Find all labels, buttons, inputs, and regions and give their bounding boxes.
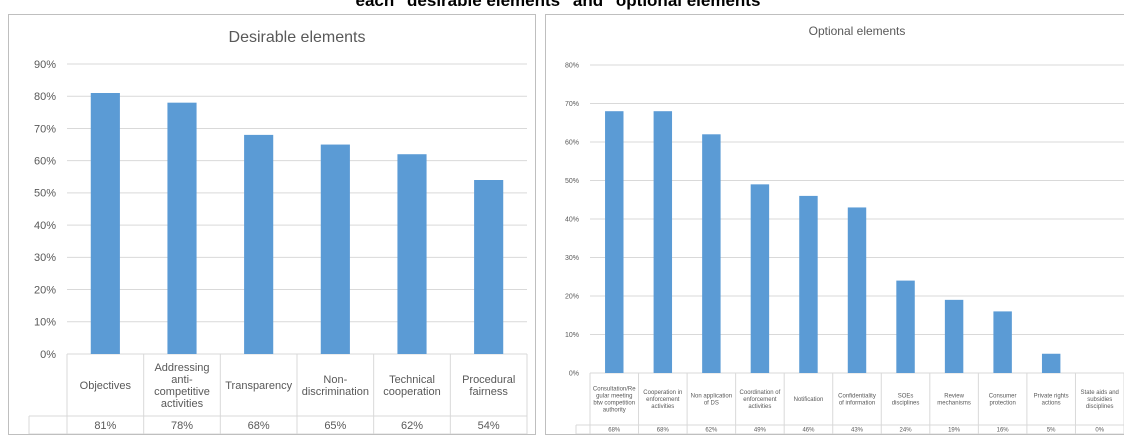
value-label: 81% xyxy=(94,420,116,432)
y-tick-label: 50% xyxy=(34,188,56,200)
value-label: 65% xyxy=(324,420,346,432)
category-label: Confidentiality xyxy=(838,394,876,400)
category-label: activities xyxy=(161,398,204,410)
value-label: 68% xyxy=(248,420,270,432)
category-label: Private rights xyxy=(1034,394,1069,400)
category-label: btw competition xyxy=(593,401,635,407)
bar xyxy=(397,154,427,354)
category-label: discrimination xyxy=(302,386,369,398)
category-label: mechanisms xyxy=(937,401,971,407)
y-tick-label: 80% xyxy=(565,62,579,69)
category-label: subsidies xyxy=(1087,397,1112,403)
category-label: protection xyxy=(989,401,1015,407)
category-label: activities xyxy=(748,404,771,410)
y-tick-label: 20% xyxy=(34,284,56,296)
category-label: enforcement xyxy=(743,397,777,403)
category-label: Review xyxy=(944,394,964,400)
bar xyxy=(799,195,818,373)
bar xyxy=(1041,353,1061,373)
bar xyxy=(605,111,624,373)
category-label: actions xyxy=(1042,401,1061,407)
bar xyxy=(167,102,197,355)
category-label: gular meeting xyxy=(596,394,632,400)
category-label: SOEs xyxy=(898,394,914,400)
category-label: of DS xyxy=(704,401,719,407)
y-tick-label: 70% xyxy=(34,123,56,135)
category-label: cooperation xyxy=(383,386,441,398)
category-label: Technical xyxy=(389,374,435,386)
category-label: Notification xyxy=(794,397,824,403)
category-label: Addressing xyxy=(154,362,209,374)
desirable-elements-chart: Desirable elements 0% 10% 20% 30% 40% 50% 60% 70… xyxy=(28,29,528,434)
category-label: Coordination of xyxy=(740,390,781,396)
bar xyxy=(244,134,274,354)
desirable-elements-chart-panel: Desirable elements 0% 10% 20% 30% 40% 50% 60% 70… xyxy=(8,14,536,435)
value-label: 62% xyxy=(705,428,718,434)
category-label: activities xyxy=(651,404,674,410)
y-tick-label: 30% xyxy=(34,252,56,264)
y-tick-label: 40% xyxy=(34,220,56,232)
page-caption: each "desirable elements" and "optional … xyxy=(355,0,769,10)
bar xyxy=(993,311,1012,373)
value-label: 43% xyxy=(851,428,864,434)
bar xyxy=(847,207,867,373)
category-label: Non- xyxy=(323,374,347,386)
value-label: 78% xyxy=(171,420,193,432)
y-tick-label: 70% xyxy=(565,101,579,108)
y-tick-label: 20% xyxy=(565,293,579,300)
bar xyxy=(653,111,673,373)
bar xyxy=(320,144,350,354)
category-label: Consumer xyxy=(989,394,1017,400)
y-tick-label: 60% xyxy=(34,156,56,168)
y-tick-label: 90% xyxy=(34,59,56,71)
y-tick-label: 0% xyxy=(569,370,579,377)
value-label: 19% xyxy=(948,428,961,434)
category-label: State aids and xyxy=(1081,390,1119,396)
bar xyxy=(702,134,721,373)
chart-title: Desirable elements xyxy=(229,29,366,46)
category-label: disciplines xyxy=(892,401,920,407)
value-label: 0% xyxy=(1095,428,1104,434)
category-label: authority xyxy=(603,408,626,414)
category-label: competitive xyxy=(154,386,210,398)
y-tick-label: 40% xyxy=(565,216,579,223)
bar xyxy=(896,280,915,373)
category-label: Objectives xyxy=(80,380,132,392)
y-tick-label: 30% xyxy=(565,255,579,262)
optional-elements-chart: Optional elements 0% 10% 20% 30% 40% 50% 60% 70%… xyxy=(565,24,1124,434)
y-tick-label: 60% xyxy=(565,139,579,146)
optional-elements-chart-panel: Optional elements 0% 10% 20% 30% 40% 50% 60% 70%… xyxy=(545,14,1124,435)
bar xyxy=(90,93,120,354)
category-label: anti- xyxy=(171,374,193,386)
value-label: 54% xyxy=(478,420,500,432)
value-label: 49% xyxy=(754,428,767,434)
value-label: 62% xyxy=(401,420,423,432)
category-label: disciplines xyxy=(1086,404,1114,410)
bar xyxy=(750,184,770,373)
category-label: Cooperation in xyxy=(643,390,682,396)
category-label: fairness xyxy=(469,386,508,398)
category-label: Transparency xyxy=(225,380,292,392)
value-label: 5% xyxy=(1047,428,1056,434)
y-tick-label: 10% xyxy=(34,317,56,329)
category-label: of information xyxy=(839,401,875,407)
y-tick-label: 50% xyxy=(565,178,579,185)
y-tick-label: 10% xyxy=(565,332,579,339)
category-label: enforcement xyxy=(646,397,680,403)
bar xyxy=(944,299,964,373)
value-label: 46% xyxy=(802,428,815,434)
value-label: 68% xyxy=(608,428,621,434)
value-label: 24% xyxy=(900,428,913,434)
bar xyxy=(474,180,504,354)
value-label: 68% xyxy=(657,428,670,434)
category-label: Consultation/Re xyxy=(593,387,636,393)
chart-title: Optional elements xyxy=(809,24,906,38)
category-label: Non application xyxy=(691,394,732,400)
category-label: Procedural xyxy=(462,374,515,386)
y-tick-label: 80% xyxy=(34,91,56,103)
y-tick-label: 0% xyxy=(40,349,56,361)
value-label: 16% xyxy=(997,428,1010,434)
